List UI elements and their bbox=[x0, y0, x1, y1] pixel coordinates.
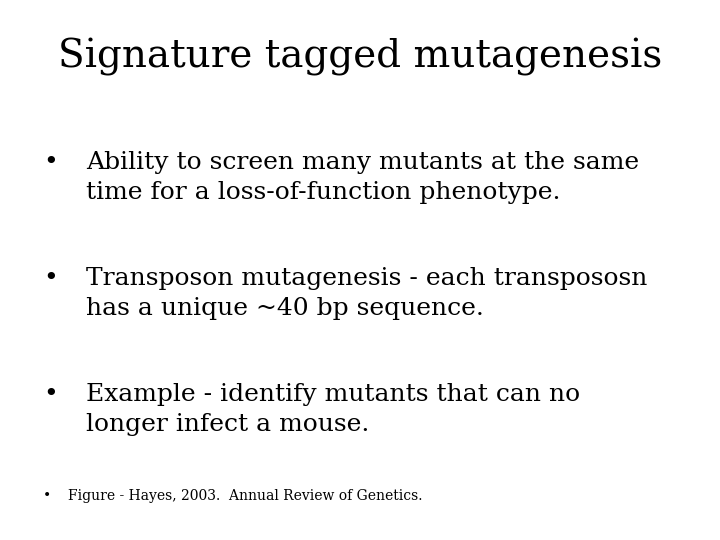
Text: Ability to screen many mutants at the same
time for a loss-of-function phenotype: Ability to screen many mutants at the sa… bbox=[86, 151, 639, 204]
Text: •: • bbox=[43, 151, 58, 174]
Text: Example - identify mutants that can no
longer infect a mouse.: Example - identify mutants that can no l… bbox=[86, 383, 580, 436]
Text: Transposon mutagenesis - each transpososn
has a unique ~40 bp sequence.: Transposon mutagenesis - each transposos… bbox=[86, 267, 648, 320]
Text: •: • bbox=[43, 383, 58, 407]
Text: •: • bbox=[43, 489, 51, 503]
Text: Figure - Hayes, 2003.  Annual Review of Genetics.: Figure - Hayes, 2003. Annual Review of G… bbox=[68, 489, 423, 503]
Text: Signature tagged mutagenesis: Signature tagged mutagenesis bbox=[58, 38, 662, 76]
Text: •: • bbox=[43, 267, 58, 291]
